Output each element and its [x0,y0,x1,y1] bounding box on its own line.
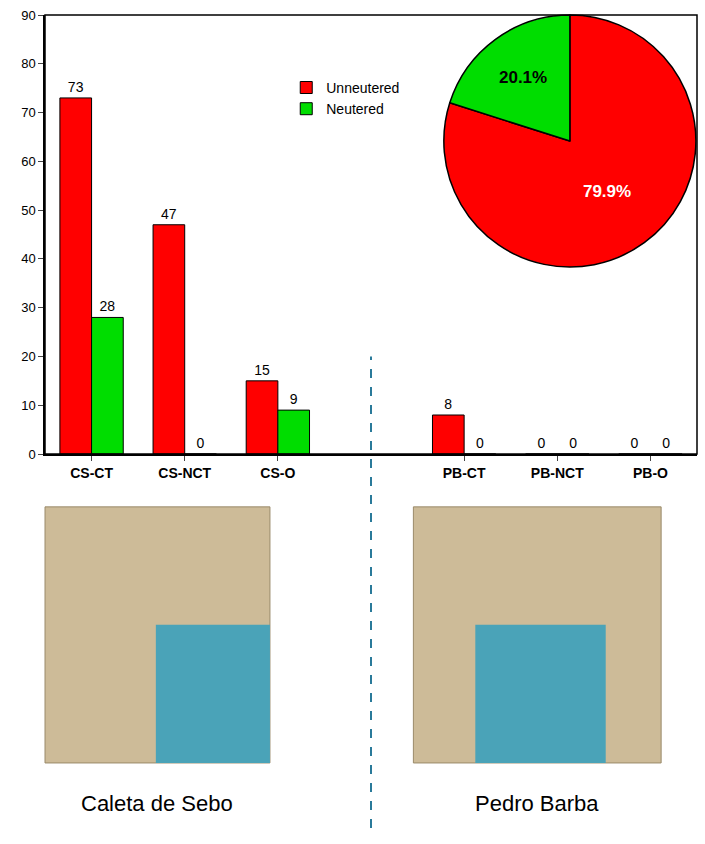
svg-text:CS-NCT: CS-NCT [158,465,211,481]
svg-text:50: 50 [21,203,35,218]
svg-text:40: 40 [21,251,35,266]
svg-text:Unneutered: Unneutered [326,80,399,96]
svg-text:0: 0 [476,435,484,451]
svg-text:80: 80 [21,56,35,71]
svg-text:CS-O: CS-O [260,465,295,481]
svg-text:47: 47 [161,206,177,222]
svg-text:20: 20 [21,349,35,364]
svg-text:73: 73 [68,79,84,95]
svg-text:Neutered: Neutered [326,101,384,117]
svg-text:8: 8 [444,396,452,412]
svg-text:0: 0 [28,447,35,462]
svg-text:PB-O: PB-O [633,465,668,481]
svg-text:15: 15 [254,362,270,378]
svg-text:Caleta de Sebo: Caleta de Sebo [81,791,233,816]
svg-text:30: 30 [21,300,35,315]
svg-text:Pedro Barba: Pedro Barba [475,791,599,816]
svg-text:0: 0 [197,435,205,451]
svg-text:PB-NCT: PB-NCT [531,465,584,481]
svg-text:90: 90 [21,8,35,23]
svg-text:60: 60 [21,154,35,169]
svg-text:0: 0 [631,435,639,451]
svg-text:20.1%: 20.1% [499,68,547,87]
svg-text:9: 9 [290,391,298,407]
svg-text:0: 0 [662,435,670,451]
svg-text:0: 0 [569,435,577,451]
svg-text:10: 10 [21,398,35,413]
svg-text:CS-CT: CS-CT [70,465,113,481]
svg-text:70: 70 [21,105,35,120]
svg-text:79.9%: 79.9% [583,182,631,201]
svg-text:28: 28 [100,298,116,314]
svg-text:0: 0 [537,435,545,451]
svg-text:PB-CT: PB-CT [443,465,486,481]
